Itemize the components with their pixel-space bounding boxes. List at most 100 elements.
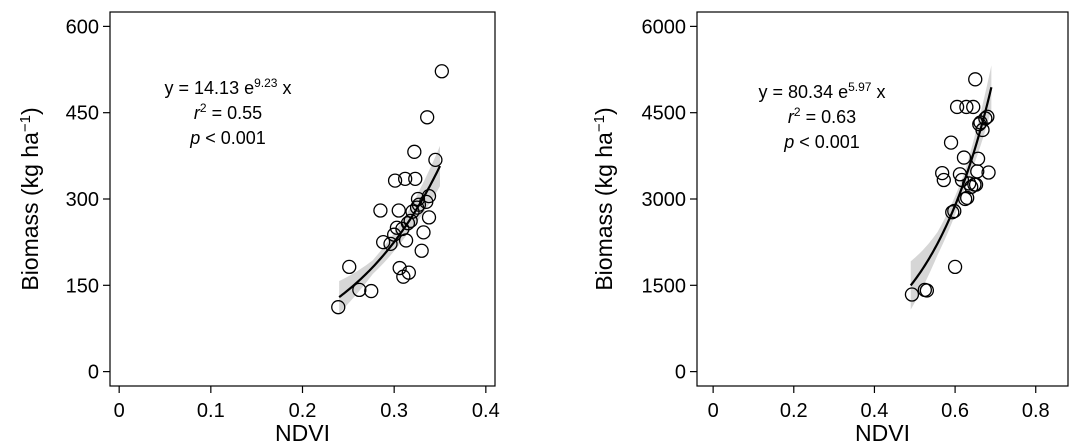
data-point (904, 287, 920, 302)
data-point (407, 144, 422, 159)
plot-frame (696, 11, 1069, 387)
fit-equation-exponent: 9.23 (254, 76, 278, 90)
x-axis-title: NDVI (275, 420, 330, 446)
r-squared: r2 = 0.63 (788, 105, 856, 127)
data-point (958, 191, 973, 207)
chart-panel-right: 0 1500 3000 4500 6000 0 0.2 0.4 0.6 0.8 NDVI Biomas… (591, 11, 1069, 446)
fit-equation-variable: x (277, 78, 291, 98)
fit-equation: y = 80.34 e5.97 x (759, 80, 886, 102)
y-tick-label: 0 (675, 362, 686, 384)
y-tick-label: 300 (66, 189, 99, 211)
p-value-value: < 0.001 (794, 132, 860, 152)
r-squared-value: = 0.55 (207, 103, 263, 123)
data-point (398, 171, 413, 187)
y-axis-title: Biomass (kg ha−1) (591, 107, 618, 290)
p-value-value: < 0.001 (200, 128, 266, 148)
y-tick-label: 4500 (642, 103, 687, 125)
data-point (434, 64, 449, 79)
r-squared-symbol: r (788, 107, 795, 127)
data-point (936, 172, 951, 188)
data-point (975, 122, 990, 138)
data-point (935, 165, 950, 181)
y-tick-label: 150 (66, 275, 99, 297)
x-tick-label: 0.3 (380, 400, 408, 422)
data-point (414, 243, 429, 258)
y-tick-label: 600 (66, 16, 99, 38)
data-point (364, 283, 379, 299)
data-point (421, 188, 437, 204)
p-value: p < 0.001 (189, 128, 266, 148)
x-tick-label: 0.8 (1022, 400, 1050, 422)
data-point (421, 210, 437, 225)
x-tick-label: 0.6 (941, 400, 969, 422)
r-squared-value: = 0.63 (801, 107, 857, 127)
data-point (943, 135, 959, 150)
data-point (403, 213, 418, 229)
data-point (952, 167, 968, 182)
data-point (956, 150, 972, 165)
chart-panel-left: 0 150 300 450 600 0 0.1 0.2 0.3 0.4 NDVI Biomass (k… (17, 11, 500, 446)
y-axis-title: Biomass (kg ha−1) (17, 107, 44, 290)
data-point (376, 234, 391, 250)
data-point (410, 191, 426, 207)
y-axis-title-main: Biomass (kg ha (17, 132, 43, 291)
data-point (383, 236, 398, 252)
data-point (392, 260, 407, 276)
x-axis-title: NDVI (855, 420, 910, 446)
y-tick-label: 1500 (642, 275, 687, 297)
data-point (416, 225, 431, 240)
data-point (945, 205, 960, 220)
data-point (428, 152, 443, 168)
data-point (387, 173, 403, 188)
data-point (981, 165, 996, 180)
data-point (947, 203, 962, 219)
data-point (398, 233, 414, 248)
data-point (966, 99, 981, 115)
data-point (411, 197, 427, 212)
y-axis-title-superscript: −1 (591, 115, 608, 132)
data-point (391, 203, 406, 218)
x-tick-label: 0.1 (197, 400, 225, 422)
data-point (420, 110, 435, 125)
y-tick-label: 450 (66, 103, 99, 125)
data-point (980, 109, 995, 124)
fit-equation-exponent: 5.97 (848, 80, 872, 94)
x-tick-label: 0.4 (861, 400, 889, 422)
y-tick-label: 6000 (642, 16, 687, 38)
data-point (408, 171, 423, 187)
fit-equation-variable: x (871, 82, 885, 102)
plot-frame (109, 11, 496, 387)
y-axis-title-close: ) (591, 107, 617, 115)
data-point (954, 172, 970, 188)
y-axis-title-main: Biomass (kg ha (591, 132, 617, 291)
y-tick-label: 3000 (642, 189, 687, 211)
x-tick-label: 0 (114, 400, 125, 422)
data-point (970, 151, 986, 166)
x-tick-label: 0 (708, 400, 719, 422)
data-point (968, 72, 983, 87)
x-tick-label: 0.4 (472, 400, 500, 422)
data-point (962, 176, 977, 191)
data-point (331, 300, 346, 315)
fit-equation-base: y = 14.13 e (165, 78, 255, 98)
fit-equation: y = 14.13 e9.23 x (165, 76, 292, 98)
r-squared-symbol: r (194, 103, 201, 123)
y-axis-title-close: ) (17, 107, 43, 115)
data-point (373, 203, 388, 218)
data-point (352, 282, 367, 298)
p-value-symbol: p (189, 128, 200, 148)
x-tick-label: 0.2 (780, 400, 808, 422)
confidence-band (339, 145, 440, 314)
data-point (342, 259, 357, 275)
y-tick-label: 0 (88, 362, 99, 384)
data-point (959, 99, 974, 115)
fit-curve (909, 86, 993, 287)
data-point (947, 259, 963, 275)
y-axis-title-superscript: −1 (17, 115, 34, 132)
data-point (401, 265, 416, 280)
r-squared-exponent: 2 (794, 105, 801, 119)
data-point (949, 99, 965, 115)
p-value-symbol: p (783, 132, 794, 152)
confidence-band (910, 65, 992, 310)
